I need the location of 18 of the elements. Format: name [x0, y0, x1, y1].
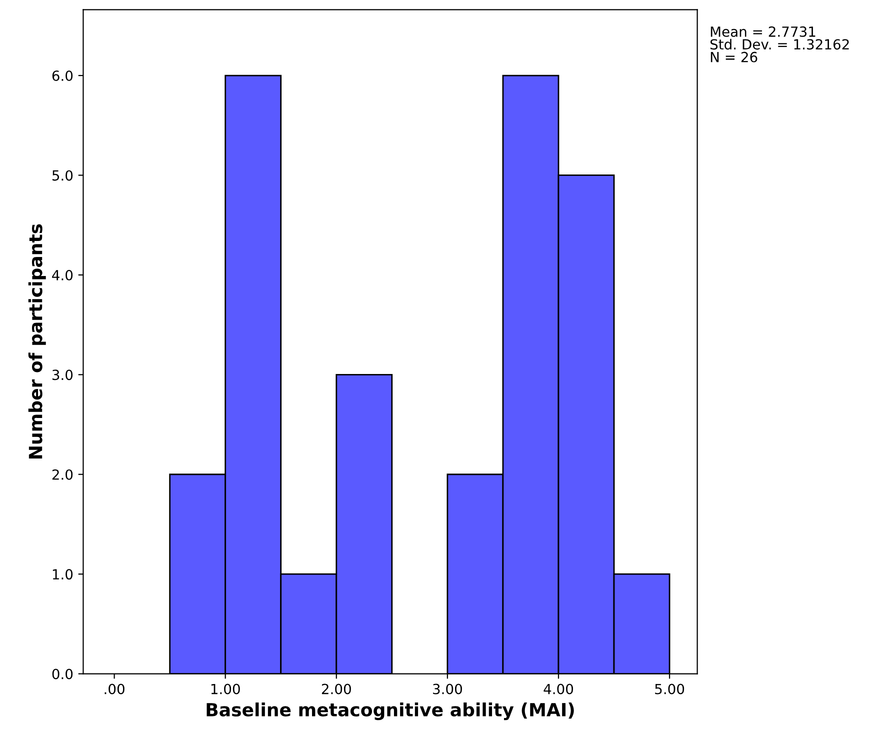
text: N = 26 — [710, 52, 758, 62]
x-tick-label: 1.00 — [211, 684, 240, 694]
text: Mean = 2.7731 — [710, 26, 816, 37]
x-axis-title: Baseline metacognitive ability (MAI) — [206, 702, 574, 720]
y-tick-label: 0.0 — [52, 668, 73, 680]
x-tick-label: 2.00 — [322, 684, 351, 694]
y-tick-label: 4.0 — [52, 270, 73, 280]
x-tick-label: 3.00 — [433, 684, 462, 694]
y-axis-title: Number of participants — [28, 224, 46, 458]
y-tick-label: 6.0 — [52, 70, 73, 81]
y-tick-label: 2.0 — [52, 469, 73, 480]
x-tick-label: .00 — [104, 684, 124, 694]
x-tick-label: 4.00 — [544, 684, 574, 694]
y-tick-label: 1.0 — [52, 569, 73, 580]
y-tick-label: 3.0 — [52, 370, 73, 380]
x-tick-label: 5.00 — [655, 684, 684, 694]
y-tick-label: 5.0 — [52, 170, 73, 181]
text: Std. Dev. = 1.32162 — [710, 38, 849, 50]
